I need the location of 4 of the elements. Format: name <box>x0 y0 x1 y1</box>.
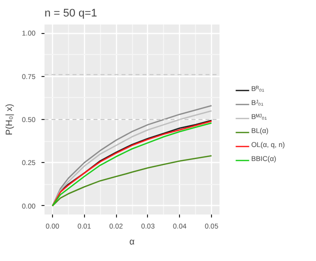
chart-title: n = 50 q=1 <box>44 8 98 20</box>
x-axis-title: α <box>129 236 135 246</box>
line-series <box>52 155 212 207</box>
y-axis-title: P(H₀| x) <box>4 104 14 136</box>
